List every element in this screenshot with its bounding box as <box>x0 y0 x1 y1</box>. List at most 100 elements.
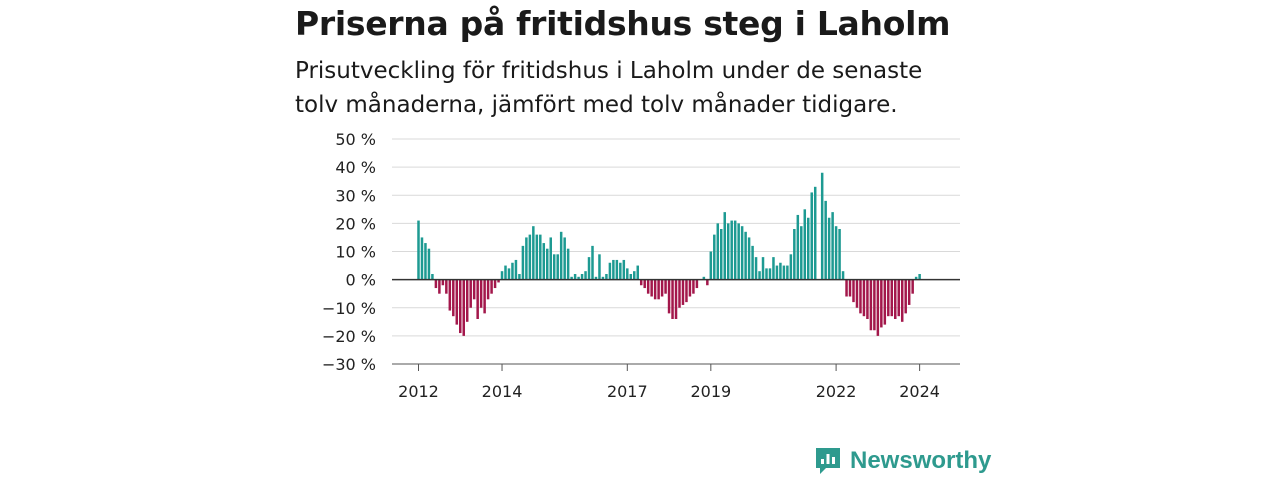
bar <box>472 279 476 300</box>
bar <box>626 268 629 280</box>
bar <box>434 279 438 289</box>
y-tick-label: −10 % <box>322 299 376 318</box>
bar <box>622 259 626 280</box>
bar <box>730 220 733 280</box>
bar <box>845 279 848 297</box>
y-tick-label: −20 % <box>322 327 376 346</box>
bar <box>754 257 758 280</box>
bar <box>692 279 695 294</box>
bar <box>838 229 841 280</box>
bar <box>803 209 807 280</box>
bar <box>873 279 876 331</box>
bar <box>740 226 744 280</box>
bar <box>709 251 713 280</box>
bar <box>539 234 542 280</box>
bar <box>518 274 521 280</box>
bar <box>789 254 793 280</box>
bar <box>639 279 643 286</box>
bar <box>765 268 768 280</box>
bar <box>834 226 838 280</box>
bar <box>549 237 552 280</box>
bar <box>674 279 678 319</box>
bar <box>570 276 573 280</box>
bar <box>507 268 511 280</box>
chart-subtitle: Prisutveckling för fritidshus i Laholm u… <box>295 58 923 118</box>
bar <box>914 276 918 280</box>
bar <box>650 279 653 297</box>
bar <box>431 274 434 280</box>
bar <box>831 212 834 280</box>
bar <box>852 279 855 303</box>
bar <box>733 220 737 280</box>
x-tick-label: 2014 <box>482 382 523 401</box>
bar <box>653 279 657 300</box>
bar <box>918 274 921 280</box>
bar <box>424 243 427 280</box>
bar <box>772 257 775 280</box>
bar <box>594 276 598 280</box>
bar <box>820 172 824 280</box>
bar <box>528 234 532 280</box>
y-tick-label: 30 % <box>335 186 376 205</box>
bar <box>462 279 465 336</box>
y-axis: 50 % 40 % 30 % 20 % 10 % 0 % −10 % −20 % −30 % <box>322 130 376 374</box>
bar <box>521 245 525 280</box>
bar <box>615 259 619 280</box>
bar <box>681 279 685 305</box>
bar <box>702 276 706 280</box>
bar <box>824 200 827 280</box>
bar <box>726 223 730 280</box>
bar <box>448 279 452 311</box>
newsworthy-logo-icon <box>816 448 840 474</box>
bar <box>532 226 535 280</box>
bar <box>646 279 650 294</box>
bar <box>688 279 692 297</box>
bars <box>417 172 921 336</box>
bar <box>761 257 765 280</box>
bar <box>737 223 740 280</box>
bar <box>855 279 859 308</box>
bar <box>459 279 462 334</box>
bar <box>612 259 615 280</box>
bar <box>841 271 845 280</box>
bar <box>747 237 751 280</box>
annotations: 2 % <box>948 0 978 4</box>
bar <box>876 279 880 336</box>
chart-title: Priserna på fritidshus steg i Laholm <box>295 4 951 43</box>
bar <box>445 279 448 294</box>
bar <box>667 279 671 314</box>
bar <box>465 279 469 322</box>
bar <box>866 279 869 319</box>
bar <box>786 265 789 280</box>
bar <box>779 262 782 280</box>
bar <box>720 229 723 280</box>
bar <box>869 279 873 331</box>
bar <box>768 268 772 280</box>
bar <box>417 220 420 280</box>
bar <box>723 212 726 280</box>
bar <box>880 279 883 328</box>
bar <box>678 279 681 308</box>
bar <box>591 245 594 280</box>
bar <box>685 279 688 303</box>
bar <box>605 274 608 280</box>
bar <box>420 237 424 280</box>
newsworthy-brand: Newsworthy <box>814 446 991 476</box>
bar <box>827 217 831 280</box>
bar <box>563 237 566 280</box>
bar <box>455 279 459 325</box>
bar <box>887 279 890 317</box>
bar <box>514 259 518 280</box>
bar <box>479 279 483 308</box>
bar <box>580 274 584 280</box>
x-tick-label: 2019 <box>690 382 731 401</box>
bar <box>587 257 591 280</box>
bar <box>577 276 580 280</box>
x-tick-label: 2017 <box>607 382 648 401</box>
bar <box>476 279 479 319</box>
bar <box>660 279 664 297</box>
bar <box>633 271 636 280</box>
bar <box>497 279 500 283</box>
y-tick-label: 40 % <box>335 158 376 177</box>
bar <box>619 262 622 280</box>
